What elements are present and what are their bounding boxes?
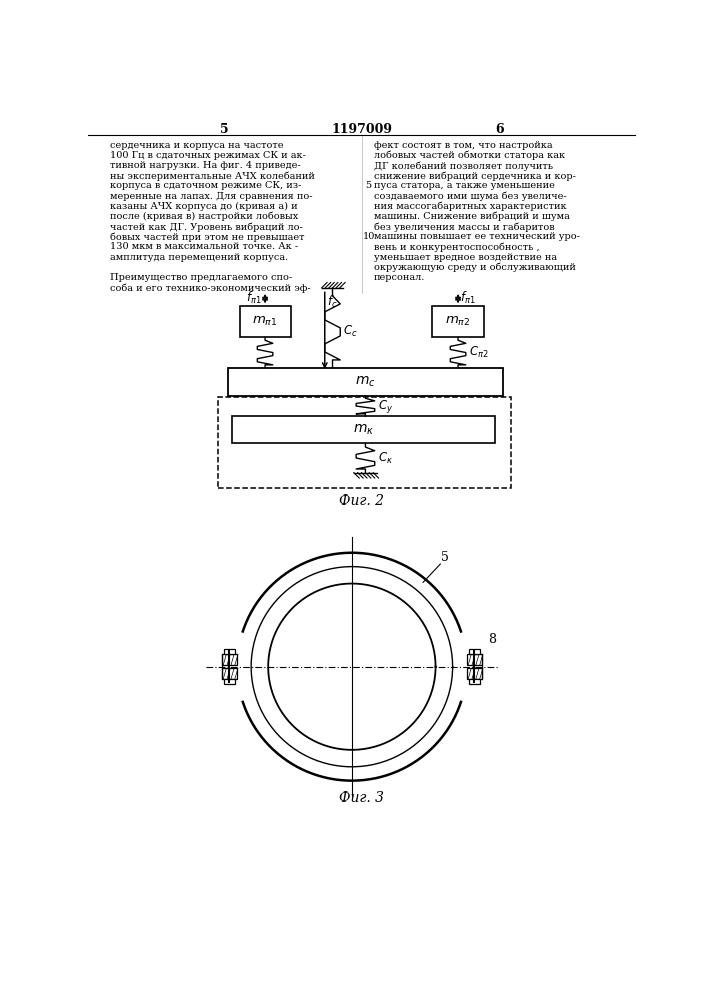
- Bar: [232, 416, 495, 443]
- Text: амплитуда перемещений корпуса.: амплитуда перемещений корпуса.: [110, 253, 288, 262]
- Text: персонал.: персонал.: [373, 273, 425, 282]
- Bar: [218, 397, 510, 488]
- Text: ны экспериментальные АЧХ колебаний: ны экспериментальные АЧХ колебаний: [110, 171, 315, 181]
- Text: снижение вибраций сердечника и кор-: снижение вибраций сердечника и кор-: [373, 171, 575, 181]
- Bar: [222, 668, 237, 679]
- Bar: [224, 679, 235, 684]
- Text: создаваемого ими шума без увеличе-: создаваемого ими шума без увеличе-: [373, 192, 566, 201]
- Text: $C_y$: $C_y$: [378, 398, 393, 415]
- Bar: [222, 654, 237, 665]
- Bar: [467, 654, 482, 665]
- Text: после (кривая в) настройки лобовых: после (кривая в) настройки лобовых: [110, 212, 298, 221]
- Text: сердечника и корпуса на частоте: сердечника и корпуса на частоте: [110, 141, 284, 150]
- Text: $C_c$: $C_c$: [343, 324, 357, 339]
- Bar: [240, 306, 291, 337]
- Bar: [228, 368, 503, 396]
- Text: машины повышает ее технический уро-: машины повышает ее технический уро-: [373, 232, 580, 241]
- Text: Преимущество предлагаемого спо-: Преимущество предлагаемого спо-: [110, 273, 292, 282]
- Bar: [467, 668, 482, 679]
- Text: ДГ колебаний позволяет получить: ДГ колебаний позволяет получить: [373, 161, 553, 171]
- Text: уменьшает вредное воздействие на: уменьшает вредное воздействие на: [373, 253, 556, 262]
- Text: вень и конкурентоспособность ,: вень и конкурентоспособность ,: [373, 242, 539, 252]
- Text: $f_c$: $f_c$: [327, 294, 338, 310]
- Text: $m_c$: $m_c$: [355, 375, 376, 389]
- Text: меренные на лапах. Для сравнения по-: меренные на лапах. Для сравнения по-: [110, 192, 312, 201]
- Text: фект состоят в том, что настройка: фект состоят в том, что настройка: [373, 141, 552, 150]
- Text: $m_{\pi 1}$: $m_{\pi 1}$: [252, 315, 278, 328]
- Text: 8: 8: [489, 633, 496, 646]
- Text: соба и его технико-экономический эф-: соба и его технико-экономический эф-: [110, 283, 310, 293]
- Text: бовых частей при этом не превышает: бовых частей при этом не превышает: [110, 232, 305, 242]
- Bar: [224, 649, 235, 654]
- Text: тивной нагрузки. На фиг. 4 приведе-: тивной нагрузки. На фиг. 4 приведе-: [110, 161, 300, 170]
- Text: 6: 6: [495, 123, 503, 136]
- Text: корпуса в сдаточном режиме СК, из-: корпуса в сдаточном режиме СК, из-: [110, 181, 301, 190]
- Text: $f_{\pi 1}$: $f_{\pi 1}$: [460, 290, 476, 306]
- Text: $m_{\pi 2}$: $m_{\pi 2}$: [445, 315, 471, 328]
- Text: окружающую среду и обслуживающий: окружающую среду и обслуживающий: [373, 263, 575, 272]
- Text: 130 мкм в максимальной точке. Ак -: 130 мкм в максимальной точке. Ак -: [110, 242, 298, 251]
- Text: $m_\kappa$: $m_\kappa$: [353, 423, 374, 437]
- Text: 5: 5: [365, 181, 371, 190]
- Bar: [469, 649, 480, 654]
- Bar: [469, 679, 480, 684]
- Text: 100 Гц в сдаточных режимах СК и ак-: 100 Гц в сдаточных режимах СК и ак-: [110, 151, 306, 160]
- Text: Фиг. 2: Фиг. 2: [339, 494, 385, 508]
- Text: $C_{\pi 2}$: $C_{\pi 2}$: [469, 345, 489, 360]
- Text: ния массогабаритных характеристик: ния массогабаритных характеристик: [373, 202, 566, 211]
- Text: 1197009: 1197009: [332, 123, 392, 136]
- Text: Фиг. 3: Фиг. 3: [339, 791, 385, 805]
- Text: без увеличения массы и габаритов: без увеличения массы и габаритов: [373, 222, 554, 232]
- Bar: [433, 306, 484, 337]
- Text: 10: 10: [363, 232, 375, 241]
- Text: машины. Снижение вибраций и шума: машины. Снижение вибраций и шума: [373, 212, 569, 221]
- Text: $C_\kappa$: $C_\kappa$: [378, 450, 393, 466]
- Text: 5: 5: [220, 123, 228, 136]
- Text: казаны АЧХ корпуса до (кривая а) и: казаны АЧХ корпуса до (кривая а) и: [110, 202, 298, 211]
- Text: лобовых частей обмотки статора как: лобовых частей обмотки статора как: [373, 151, 565, 160]
- Text: пуса статора, а также уменьшение: пуса статора, а также уменьшение: [373, 181, 554, 190]
- Text: $f_{\pi 1}$: $f_{\pi 1}$: [247, 290, 262, 306]
- Text: 5: 5: [441, 551, 449, 564]
- Text: частей как ДГ. Уровень вибраций ло-: частей как ДГ. Уровень вибраций ло-: [110, 222, 303, 232]
